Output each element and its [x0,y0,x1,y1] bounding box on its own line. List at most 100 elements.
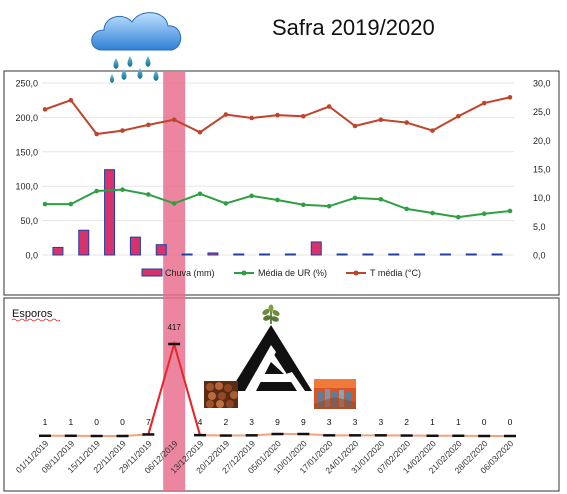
legend: Chuva (mm) Média de UR (%) T média (°C) [141,268,421,278]
rain-bar [336,253,348,256]
humidity-point [68,201,74,207]
humidity-point [94,188,99,194]
temperature-point [456,113,461,119]
rain-bar [284,253,296,256]
spores-series: 1 1 0 0 7 417 4 2 3 9 9 3 3 3 2 1 1 0 0 [39,323,516,438]
top-gridlines [42,82,514,256]
humidity-point [42,201,48,207]
spores-value-label: 0 [508,417,513,427]
temperature-point [378,117,384,122]
spores-title: Esporos [12,308,53,320]
spores-value-label: 1 [430,417,435,427]
rain-bar [155,244,167,256]
spores-value-label: 0 [94,417,99,427]
spellcheck-underline [11,318,61,322]
plant-sprout-icon [262,304,280,324]
spores-value-label: 1 [68,417,73,427]
rain-bar [104,169,116,256]
humidity-point [249,193,254,199]
rain-bar [414,253,426,256]
left-tick-label: 250,0 [15,79,38,89]
humidity-point [507,208,513,214]
spores-value-label: 2 [223,417,228,427]
farm-field-photo-icon [314,379,356,409]
temperature-point [404,120,409,125]
humidity-point [171,201,177,206]
spores-value-label: 1 [43,417,48,427]
rain-cloud-icon [91,12,182,83]
legend-label: Média de UR (%) [258,268,327,278]
rain-bar [491,253,503,256]
page-title: Safra 2019/2020 [272,15,435,40]
temperature-point [94,131,99,137]
spores-value-label: 3 [327,417,332,427]
left-tick-label: 50,0 [20,216,38,226]
temperature-point [42,107,48,112]
legend-label: T média (°C) [370,268,421,278]
right-tick-label: 15,0 [533,165,551,175]
temperature-point [301,113,306,119]
triangle-logo-icon [230,325,312,391]
right-tick-label: 10,0 [533,193,551,203]
temperature-point [68,97,74,103]
right-axis-ticks: 0,0 5,0 10,0 15,0 20,0 25,0 30,0 [533,79,551,261]
humidity-point [223,201,229,206]
rain-bar [129,236,141,256]
humidity-point [481,211,487,217]
spores-value-label: 0 [482,417,487,427]
temperature-point [249,115,254,121]
highlight-band [163,71,186,491]
humidity-point [456,214,461,220]
humidity-point [301,202,306,208]
rain-bar [233,253,245,256]
temperature-point [120,128,125,133]
chart-bottom-frame [3,297,560,492]
left-tick-label: 100,0 [15,182,38,192]
humidity-point [326,203,332,209]
rain-bar [78,229,90,256]
temperature-point [481,100,487,106]
temperature-series [42,95,513,137]
legend-swatch-rain [141,268,163,277]
right-tick-label: 5,0 [533,222,546,232]
spores-value-label: 3 [353,417,358,427]
rain-bar [310,241,322,256]
temperature-point [223,112,229,117]
humidity-point [197,191,203,197]
temperature-point [171,117,177,122]
chart-top-frame [3,70,560,296]
spores-value-label: 7 [146,417,151,427]
rain-bar [181,253,193,256]
highlight-band-rect [163,71,186,491]
left-axis-ticks: 0,0 50,0 100,0 150,0 200,0 250,0 [15,79,38,261]
legend-label-rain: Chuva (mm) [165,268,215,278]
temperature-point [146,122,151,128]
humidity-point [404,206,409,212]
temperature-point [326,104,332,109]
rain-bar [362,253,374,256]
rain-bar [207,252,219,256]
spores-value-label: 2 [404,417,409,427]
humidity-point [430,210,435,216]
seeds-photo-icon [204,381,238,408]
rain-bar [52,246,64,256]
right-tick-label: 0,0 [533,251,546,261]
spores-value-label: 3 [378,417,383,427]
humidity-point [146,192,151,197]
humidity-point [352,195,358,201]
rain-bar [465,253,477,256]
temperature-point [275,112,280,118]
humidity-point [120,187,125,192]
humidity-series [42,187,513,220]
spores-value-label: 0 [120,417,125,427]
left-tick-label: 150,0 [15,147,38,157]
humidity-point [275,197,280,203]
humidity-point [378,196,384,202]
right-tick-label: 30,0 [533,79,551,89]
right-tick-label: 20,0 [533,136,551,146]
rain-bars [52,169,503,256]
spores-value-label: 9 [301,417,306,427]
legend-swatch-marker [353,270,359,276]
rain-bar [439,253,451,256]
